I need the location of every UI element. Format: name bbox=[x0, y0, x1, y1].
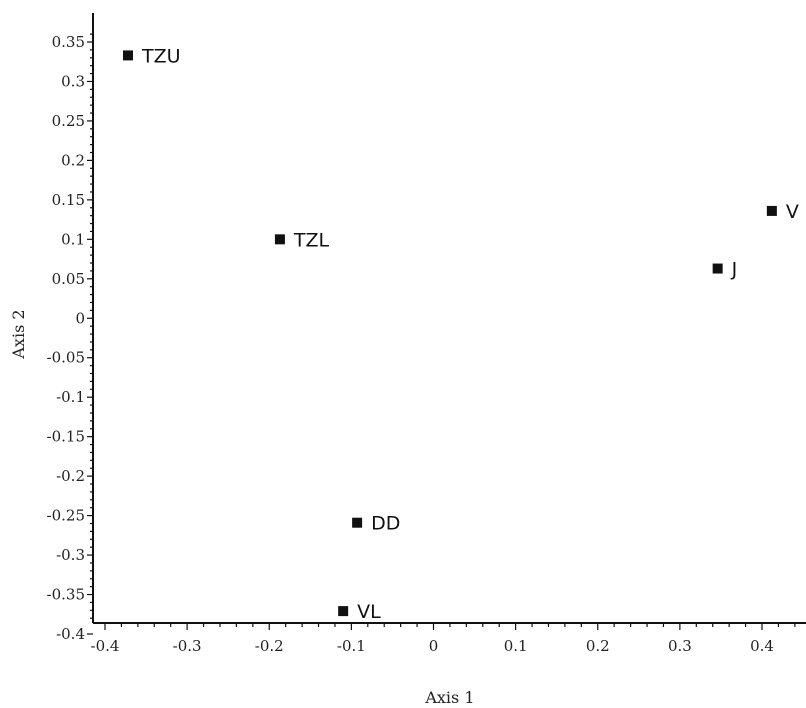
x-tick-label: 0.3 bbox=[668, 637, 692, 655]
y-tick-label: 0.05 bbox=[52, 270, 85, 288]
y-tick-label: -0.25 bbox=[47, 507, 85, 525]
y-tick-label: 0.3 bbox=[61, 72, 85, 90]
x-tick-label: 0 bbox=[429, 637, 439, 655]
y-tick-label: -0.15 bbox=[47, 428, 85, 446]
point-marker bbox=[274, 234, 285, 245]
x-tick-label: -0.4 bbox=[91, 637, 120, 655]
point-label: V bbox=[786, 201, 799, 223]
y-tick-label: -0.35 bbox=[47, 586, 85, 604]
x-tick-label: -0.2 bbox=[255, 637, 284, 655]
x-axis-title: Axis 1 bbox=[424, 688, 474, 707]
y-tick-label: -0.3 bbox=[56, 546, 85, 564]
y-tick-label: 0 bbox=[75, 309, 85, 327]
x-tick-label: -0.3 bbox=[173, 637, 202, 655]
y-axis-ticks: 0.35 0.3 0.25 0.2 0.15 0.1 0.05 0 -0.05 -0.1 -0.15… bbox=[47, 33, 93, 643]
y-axis-title: Axis 2 bbox=[9, 309, 28, 359]
y-tick-label: 0.35 bbox=[52, 33, 85, 51]
y-tick-label: -0.2 bbox=[56, 467, 85, 485]
y-tick-label: -0.4 bbox=[56, 625, 85, 643]
data-points: TZU TZL V J DD VL bbox=[122, 45, 799, 623]
x-tick-label: 0.2 bbox=[586, 637, 610, 655]
x-tick-label: 0.4 bbox=[750, 637, 774, 655]
point-marker bbox=[352, 517, 363, 528]
y-tick-label: 0.2 bbox=[61, 151, 85, 169]
point-label: J bbox=[731, 259, 738, 281]
point-label: DD bbox=[371, 513, 400, 535]
point-label: TZU bbox=[141, 45, 181, 67]
y-tick-label: 0.1 bbox=[61, 230, 85, 248]
point-label: VL bbox=[357, 601, 381, 623]
point-marker bbox=[712, 263, 723, 274]
point-marker bbox=[766, 205, 777, 216]
x-tick-label: -0.1 bbox=[337, 637, 366, 655]
y-tick-label: 0.15 bbox=[52, 191, 85, 209]
point-marker bbox=[122, 50, 133, 61]
x-axis-ticks: -0.4 -0.3 -0.2 -0.1 0 0.1 0.2 0.3 0.4 bbox=[91, 623, 796, 655]
x-tick-label: 0.1 bbox=[504, 637, 528, 655]
y-tick-label: -0.05 bbox=[47, 349, 85, 367]
y-tick-label: 0.25 bbox=[52, 112, 85, 130]
point-label: TZL bbox=[293, 229, 330, 251]
point-marker bbox=[338, 606, 349, 617]
y-tick-label: -0.1 bbox=[56, 388, 85, 406]
